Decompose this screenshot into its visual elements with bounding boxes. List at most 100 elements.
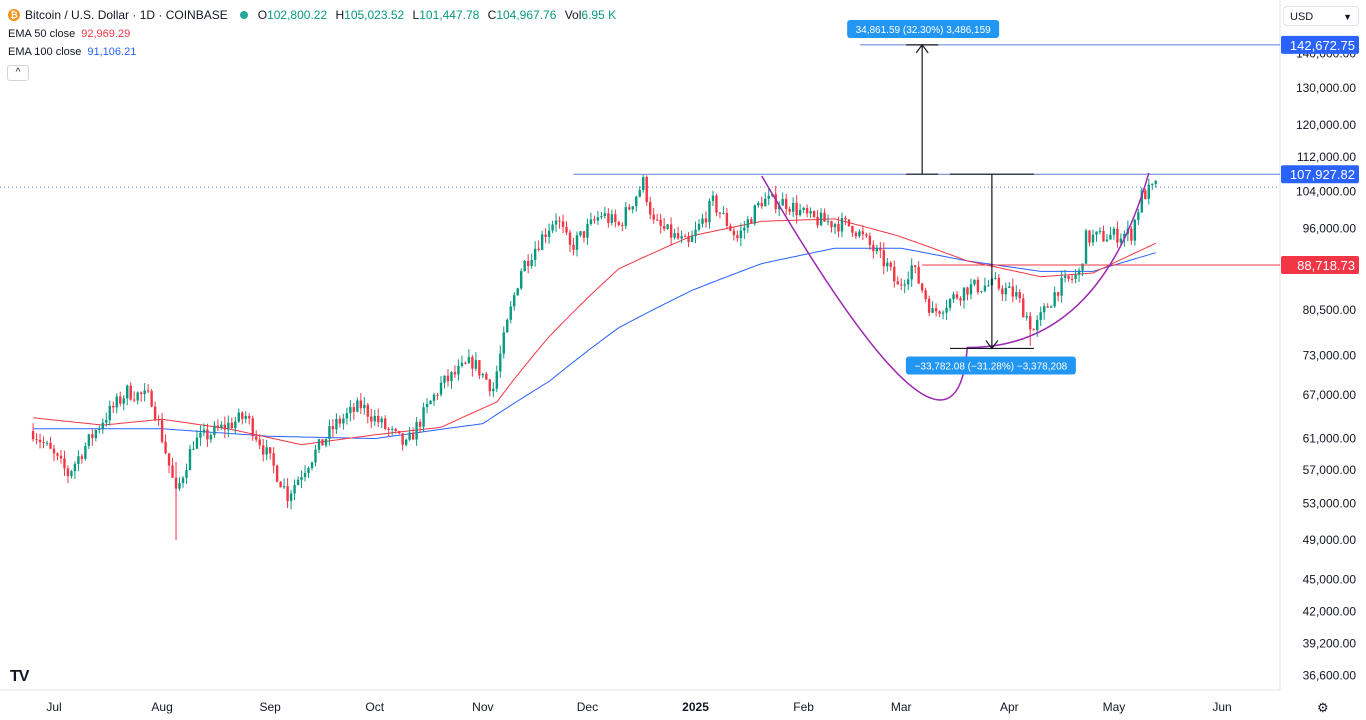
candle-body <box>649 202 652 215</box>
candle-body <box>181 477 185 483</box>
y-tick-label: 45,000.00 <box>1303 573 1357 587</box>
candle-body <box>1074 274 1077 279</box>
close-label: C <box>487 8 497 22</box>
candle-body <box>422 407 425 427</box>
candle-body <box>669 224 673 238</box>
candle-body <box>139 392 143 395</box>
candle-body <box>955 294 959 299</box>
candle-body <box>631 206 634 210</box>
candle-body <box>1039 312 1042 320</box>
candle-body <box>338 418 342 424</box>
candle-body <box>865 234 868 236</box>
candle-body <box>289 493 293 502</box>
candle-body <box>1077 270 1081 275</box>
candle-body <box>1095 231 1098 235</box>
candle-body <box>209 435 213 440</box>
candle-body <box>1116 228 1119 243</box>
candle-body <box>764 198 767 207</box>
candle-body <box>192 448 195 450</box>
candle-body <box>251 418 254 437</box>
candle-body <box>844 217 847 220</box>
ema100-value: 91,106.21 <box>87 46 137 58</box>
candle-body <box>126 385 129 399</box>
candle-body <box>879 248 882 251</box>
candle-body <box>488 379 492 392</box>
candle-body <box>997 277 1001 289</box>
candle-body <box>575 235 579 250</box>
candle-body <box>1133 219 1137 241</box>
y-tick-label: 39,200.00 <box>1303 636 1357 650</box>
y-tick-label: 80,500.00 <box>1303 303 1357 317</box>
candle-body <box>153 406 157 420</box>
candle-body <box>359 400 363 409</box>
candle-body <box>513 295 516 307</box>
candle-body <box>282 486 286 488</box>
low-label: L <box>412 8 420 22</box>
candle-body <box>812 211 816 217</box>
candle-body <box>1102 230 1105 242</box>
candle-body <box>1119 238 1123 243</box>
candle-body <box>1112 228 1116 235</box>
candle-body <box>439 382 443 395</box>
candle-body <box>907 279 910 285</box>
candle-body <box>157 419 160 421</box>
candle-body <box>317 439 321 450</box>
candle-body <box>994 277 997 279</box>
candle-body <box>502 332 505 354</box>
candle-body <box>715 195 718 213</box>
y-tick-label: 120,000.00 <box>1296 118 1356 132</box>
candle-body <box>506 319 509 333</box>
volume-value: 6.95 K <box>581 8 617 22</box>
candle-body <box>708 200 711 223</box>
measure-up-label: 34,861.59 (32.30%) 3,486,159 <box>856 25 992 36</box>
candle-body <box>1053 292 1056 307</box>
candle-body <box>499 353 502 372</box>
ema50-legend[interactable]: EMA 50 close 92,969.29 <box>8 28 130 40</box>
candle-body <box>966 287 969 295</box>
resistance-price-label: 107,927.82 <box>1290 167 1355 182</box>
candle-body <box>223 424 227 430</box>
candle-body <box>652 214 655 220</box>
symbol-title[interactable]: Bitcoin / U.S. Dollar · 1D · COINBASE <box>25 8 228 22</box>
candle-body <box>436 394 439 396</box>
candle-body <box>659 219 662 226</box>
candle-body <box>920 283 924 291</box>
close-value: 104,967.76 <box>496 8 557 22</box>
ema100-label: EMA 100 close <box>8 46 82 58</box>
candle-body <box>861 231 865 235</box>
candle-body <box>530 259 533 267</box>
x-tick-label: Aug <box>151 700 172 714</box>
candle-body <box>927 298 931 313</box>
candle-body <box>893 266 896 282</box>
tradingview-logo[interactable]: TV <box>10 668 29 685</box>
candle-body <box>910 265 913 280</box>
y-tick-label: 57,000.00 <box>1303 463 1357 477</box>
candle-body <box>296 479 300 486</box>
candle-body <box>42 442 45 444</box>
collapse-legend-button[interactable]: ^ <box>7 65 29 81</box>
candle-body <box>216 425 220 429</box>
candle-body <box>261 445 265 455</box>
candle-body <box>760 202 763 207</box>
support-price-label: 88,718.73 <box>1297 258 1355 273</box>
candle-body <box>384 418 387 429</box>
ema100-legend[interactable]: EMA 100 close 91,106.21 <box>8 46 136 58</box>
candle-body <box>418 421 422 427</box>
candle-body <box>467 357 471 364</box>
candle-body <box>366 404 369 417</box>
high-label: H <box>335 8 345 22</box>
candle-body <box>112 405 115 408</box>
candle-body <box>533 248 537 260</box>
candle-body <box>784 198 788 209</box>
candle-body <box>244 415 247 419</box>
candle-body <box>617 222 621 225</box>
gear-icon[interactable]: ⚙ <box>1317 700 1329 715</box>
candle-body <box>558 220 561 222</box>
candle-body <box>94 430 98 439</box>
candle-body <box>781 198 784 206</box>
candle-body <box>900 284 903 286</box>
currency-select[interactable]: USD ▼ <box>1283 6 1359 26</box>
candle-body <box>199 432 202 438</box>
candle-body <box>122 398 125 404</box>
